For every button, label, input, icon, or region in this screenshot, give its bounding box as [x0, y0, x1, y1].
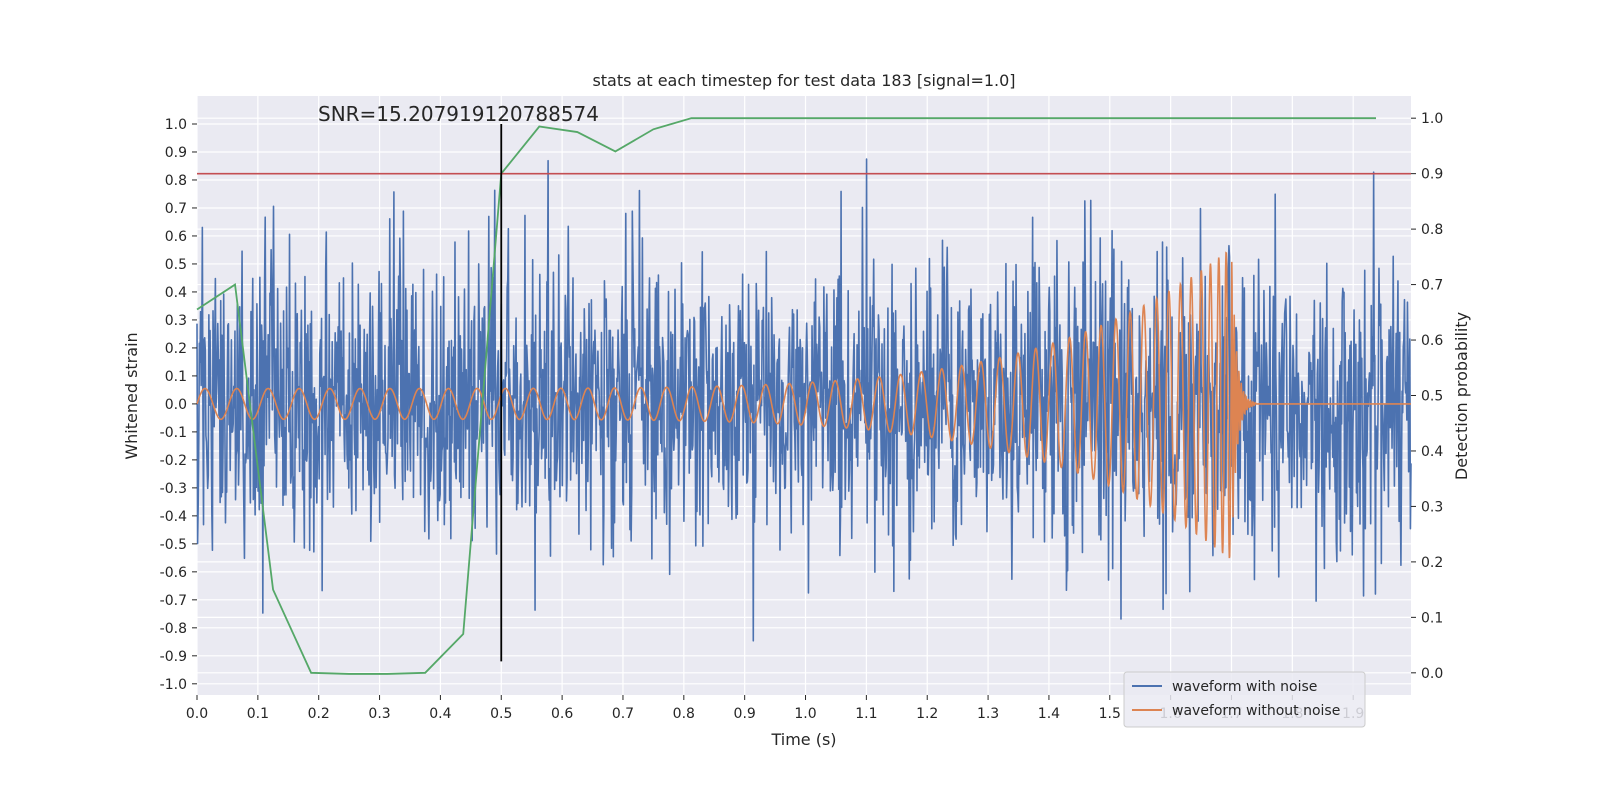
x-tick-label: 0.2 [308, 706, 330, 722]
x-tick-label: 0.5 [490, 706, 512, 722]
y2-tick-label: 0.6 [1421, 333, 1443, 349]
x-tick-label: 0.0 [186, 706, 208, 722]
legend-entry-clean: waveform without noise [1172, 703, 1340, 719]
y-tick-label: -1.0 [160, 677, 187, 693]
y-tick-label: 0.1 [165, 369, 187, 385]
x-tick-label: 1.1 [855, 706, 877, 722]
y2-axis-label: Detection probability [1452, 312, 1471, 480]
legend: waveform with noise waveform without noi… [1123, 671, 1366, 728]
y-tick-label: 0.5 [165, 257, 187, 273]
y2-tick-label: 0.0 [1421, 666, 1443, 682]
y-tick-label: 0.3 [165, 313, 187, 329]
y2-tick-label: 0.3 [1421, 499, 1443, 515]
legend-box [1123, 671, 1366, 728]
y-tick-label: -0.6 [160, 565, 187, 581]
y-tick-label: 0.4 [165, 285, 187, 301]
y2-tick-label: 0.8 [1421, 222, 1443, 238]
x-tick-label: 1.4 [1038, 706, 1060, 722]
x-tick-label: 0.7 [612, 706, 634, 722]
x-tick-label: 0.8 [673, 706, 695, 722]
y-tick-label: -0.5 [160, 537, 187, 553]
snr-annotation: SNR=15.207919120788574 [318, 102, 599, 126]
series-waveform-without-noise [196, 251, 1411, 559]
y-tick-label: 0.9 [165, 145, 187, 161]
y2-tick-label: 0.7 [1421, 278, 1443, 294]
x-tick-label: 1.3 [977, 706, 999, 722]
x-tick-label: 1.0 [794, 706, 816, 722]
y-axis-ticks: 1.0 0.9 0.8 0.7 0.6 0.5 0.4 0.3 0.2 0.1 0.0 -0.1 -0.… [160, 117, 197, 693]
y-tick-label: -0.7 [160, 593, 187, 609]
y2-axis-ticks: 1.0 0.9 0.8 0.7 0.6 0.5 0.4 0.3 0.2 0.1 0.0 [1411, 111, 1443, 682]
x-tick-label: 0.3 [368, 706, 390, 722]
y-tick-label: -0.2 [160, 453, 187, 469]
y2-tick-label: 0.9 [1421, 167, 1443, 183]
y-tick-label: -0.9 [160, 649, 187, 665]
series-detection-probability [196, 117, 1377, 675]
probability-line [196, 117, 1377, 675]
y-tick-label: 0.0 [165, 397, 187, 413]
clean-waveform-line [196, 251, 1411, 559]
y2-tick-label: 0.4 [1421, 444, 1443, 460]
y-tick-label: -0.3 [160, 481, 187, 497]
y2-tick-label: 0.2 [1421, 555, 1443, 571]
y2-tick-label: 0.5 [1421, 389, 1443, 405]
y-tick-label: 1.0 [165, 117, 187, 133]
x-tick-label: 0.1 [247, 706, 269, 722]
chart-title: stats at each timestep for test data 183… [592, 71, 1015, 90]
y-tick-label: -0.8 [160, 621, 187, 637]
x-tick-label: 1.2 [916, 706, 938, 722]
reference-lines [197, 123, 1411, 662]
y2-tick-label: 0.1 [1421, 610, 1443, 626]
legend-entry-noise: waveform with noise [1172, 679, 1317, 695]
y-tick-label: 0.2 [165, 341, 187, 357]
y-tick-label: -0.4 [160, 509, 187, 525]
x-tick-label: 0.4 [429, 706, 451, 722]
y-tick-label: 0.6 [165, 229, 187, 245]
x-axis-label: Time (s) [770, 730, 836, 749]
x-tick-label: 0.9 [734, 706, 756, 722]
y-tick-label: 0.8 [165, 173, 187, 189]
y-tick-label: 0.7 [165, 201, 187, 217]
y2-tick-label: 1.0 [1421, 111, 1443, 127]
y-axis-label: Whitened strain [122, 332, 141, 459]
y-tick-label: -0.1 [160, 425, 187, 441]
x-tick-label: 0.6 [551, 706, 573, 722]
x-tick-label: 1.5 [1099, 706, 1121, 722]
